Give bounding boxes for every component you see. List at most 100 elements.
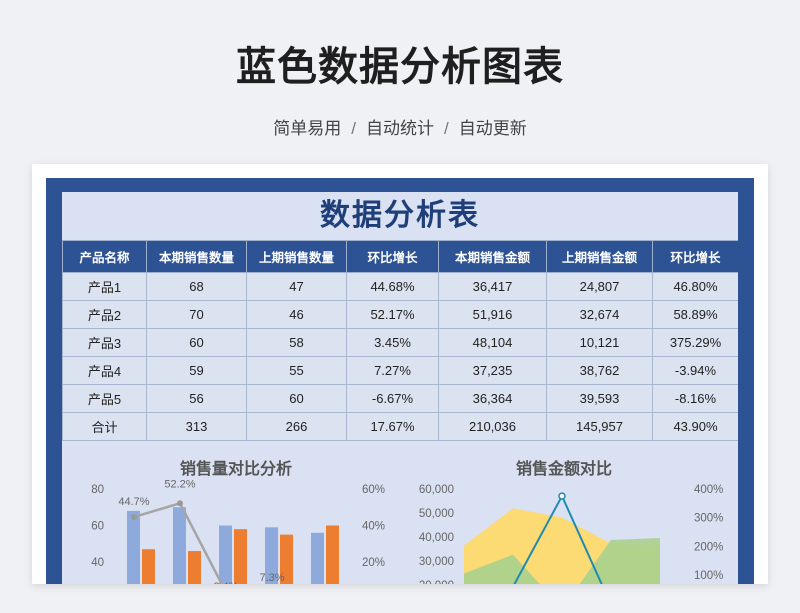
spreadsheet-body: 数据分析表 产品名称 本期销售数量 上期销售数量 环比增长 本期销售金额 上期销… bbox=[62, 192, 738, 584]
table-cell[interactable]: 48,104 bbox=[438, 328, 547, 357]
table-cell[interactable]: 59 bbox=[146, 356, 247, 385]
column-header: 上期销售数量 bbox=[246, 240, 347, 273]
table-cell[interactable]: 266 bbox=[246, 412, 347, 441]
table-cell[interactable]: 7.27% bbox=[346, 356, 439, 385]
table-cell[interactable]: 51,916 bbox=[438, 300, 547, 329]
bar-previous-qty bbox=[188, 551, 201, 584]
y-axis-tick-label: 40,000 bbox=[419, 532, 454, 544]
table-cell[interactable]: 36,364 bbox=[438, 384, 547, 413]
table-cell[interactable]: 产品3 bbox=[62, 328, 147, 357]
bar-current-qty bbox=[127, 510, 140, 584]
table-row: 产品3 60 58 3.45% 48,104 10,121 375.29% bbox=[62, 328, 738, 357]
table-cell[interactable]: 38,762 bbox=[546, 356, 653, 385]
growth-point bbox=[177, 500, 183, 507]
table-row: 产品2 70 46 52.17% 51,916 32,674 58.89% bbox=[62, 300, 738, 329]
table-cell[interactable]: 39,593 bbox=[546, 384, 653, 413]
y-axis-tick-label: 80 bbox=[91, 484, 104, 496]
table-cell[interactable]: 46.80% bbox=[652, 272, 738, 301]
data-table: 产品名称 本期销售数量 上期销售数量 环比增长 本期销售金额 上期销售金额 环比… bbox=[62, 240, 738, 441]
chart-title: 销售金额对比 bbox=[516, 461, 613, 478]
table-cell[interactable]: 产品4 bbox=[62, 356, 147, 385]
table-cell[interactable]: 47 bbox=[246, 272, 347, 301]
table-cell[interactable]: 55 bbox=[246, 356, 347, 385]
preview-card: 数据分析表 产品名称 本期销售数量 上期销售数量 环比增长 本期销售金额 上期销… bbox=[32, 164, 768, 584]
bar-previous-qty bbox=[280, 534, 293, 584]
column-header: 环比增长 bbox=[346, 240, 439, 273]
y-axis-tick-label: 60,000 bbox=[419, 484, 454, 496]
table-cell[interactable]: 313 bbox=[146, 412, 247, 441]
y2-axis-tick-label: 200% bbox=[694, 541, 723, 553]
table-cell[interactable]: 合计 bbox=[62, 412, 147, 441]
table-cell[interactable]: 145,957 bbox=[546, 412, 653, 441]
subtitle-item: 自动统计 bbox=[366, 119, 434, 138]
column-header: 本期销售数量 bbox=[146, 240, 247, 273]
table-row: 产品4 59 55 7.27% 37,235 38,762 -3.94% bbox=[62, 356, 738, 385]
table-cell[interactable]: 60 bbox=[246, 384, 347, 413]
bar-previous-qty bbox=[326, 525, 339, 584]
charts-svg: 80 60 40 60% 40% 20% 44.7% 52.2% 3.4% 7.3% 60,000 5… bbox=[91, 478, 723, 584]
y-axis-tick-label: 20,000 bbox=[419, 580, 454, 584]
table-row: 产品5 56 60 -6.67% 36,364 39,593 -8.16% bbox=[62, 384, 738, 413]
table-cell[interactable]: 56 bbox=[146, 384, 247, 413]
table-cell[interactable]: 产品1 bbox=[62, 272, 147, 301]
sheet-title: 数据分析表 bbox=[320, 199, 480, 232]
table-cell[interactable]: 32,674 bbox=[546, 300, 653, 329]
subtitle-separator: / bbox=[444, 119, 449, 138]
bar-current-qty bbox=[311, 532, 324, 584]
table-cell[interactable]: 3.45% bbox=[346, 328, 439, 357]
table-cell[interactable]: -6.67% bbox=[346, 384, 439, 413]
table-cell[interactable]: 36,417 bbox=[438, 272, 547, 301]
subtitle-separator: / bbox=[351, 119, 356, 138]
y2-axis-tick-label: 60% bbox=[362, 484, 385, 496]
y-axis-tick-label: 60 bbox=[91, 521, 104, 533]
subtitle-item: 自动更新 bbox=[458, 119, 527, 138]
y2-axis-tick-label: 20% bbox=[362, 557, 385, 569]
table-cell[interactable]: 375.29% bbox=[652, 328, 738, 357]
table-cell[interactable]: 60 bbox=[146, 328, 247, 357]
table-cell[interactable]: 43.90% bbox=[652, 412, 738, 441]
data-label: 52.2% bbox=[164, 478, 195, 490]
y2-axis-tick-label: 400% bbox=[694, 484, 723, 496]
bar-previous-qty bbox=[142, 549, 155, 584]
data-label: 44.7% bbox=[118, 496, 149, 508]
table-cell[interactable]: 产品2 bbox=[62, 300, 147, 329]
total-row: 合计 313 266 17.67% 210,036 145,957 43.90% bbox=[62, 412, 738, 441]
page-title: 蓝色数据分析图表 bbox=[236, 45, 564, 89]
chart-title: 销售量对比分析 bbox=[180, 461, 293, 478]
table-cell[interactable]: 10,121 bbox=[546, 328, 653, 357]
table-cell[interactable]: 24,807 bbox=[546, 272, 653, 301]
table-row: 产品1 68 47 44.68% 36,417 24,807 46.80% bbox=[62, 272, 738, 301]
y-axis-tick-label: 50,000 bbox=[419, 508, 454, 520]
bar-current-qty bbox=[265, 527, 278, 584]
table-cell[interactable]: 44.68% bbox=[346, 272, 439, 301]
spreadsheet-frame: 数据分析表 产品名称 本期销售数量 上期销售数量 环比增长 本期销售金额 上期销… bbox=[46, 178, 754, 584]
y2-axis-tick-label: 300% bbox=[694, 513, 723, 525]
subtitle-item: 简单易用 bbox=[273, 119, 342, 138]
bar-previous-qty bbox=[234, 529, 247, 584]
table-cell[interactable]: 52.17% bbox=[346, 300, 439, 329]
table-cell[interactable]: 46 bbox=[246, 300, 347, 329]
growth-point bbox=[558, 492, 566, 500]
area-previous-amount bbox=[464, 537, 660, 584]
table-cell[interactable]: 58.89% bbox=[652, 300, 738, 329]
table-header-row: 产品名称 本期销售数量 上期销售数量 环比增长 本期销售金额 上期销售金额 环比… bbox=[62, 240, 738, 273]
y-axis-tick-label: 30,000 bbox=[419, 556, 454, 568]
bar-current-qty bbox=[173, 507, 186, 584]
y2-axis-tick-label: 100% bbox=[694, 570, 723, 582]
table-cell[interactable]: 68 bbox=[146, 272, 247, 301]
table-cell[interactable]: 58 bbox=[246, 328, 347, 357]
column-header: 上期销售金额 bbox=[546, 240, 653, 273]
table-cell[interactable]: -3.94% bbox=[652, 356, 738, 385]
charts-area: 销售量对比分析 销售金额对比 80 60 40 60% 40% 20% 44.7% 52.2%… bbox=[62, 447, 738, 584]
growth-point bbox=[131, 513, 137, 520]
table-cell[interactable]: 70 bbox=[146, 300, 247, 329]
growth-line bbox=[133, 501, 273, 584]
table-cell[interactable]: 产品5 bbox=[62, 384, 147, 413]
y2-axis-tick-label: 40% bbox=[362, 521, 385, 533]
y-axis-tick-label: 40 bbox=[91, 557, 104, 569]
table-cell[interactable]: 17.67% bbox=[346, 412, 439, 441]
table-cell[interactable]: -8.16% bbox=[652, 384, 738, 413]
column-header: 环比增长 bbox=[652, 240, 738, 273]
table-cell[interactable]: 37,235 bbox=[438, 356, 547, 385]
table-cell[interactable]: 210,036 bbox=[438, 412, 547, 441]
